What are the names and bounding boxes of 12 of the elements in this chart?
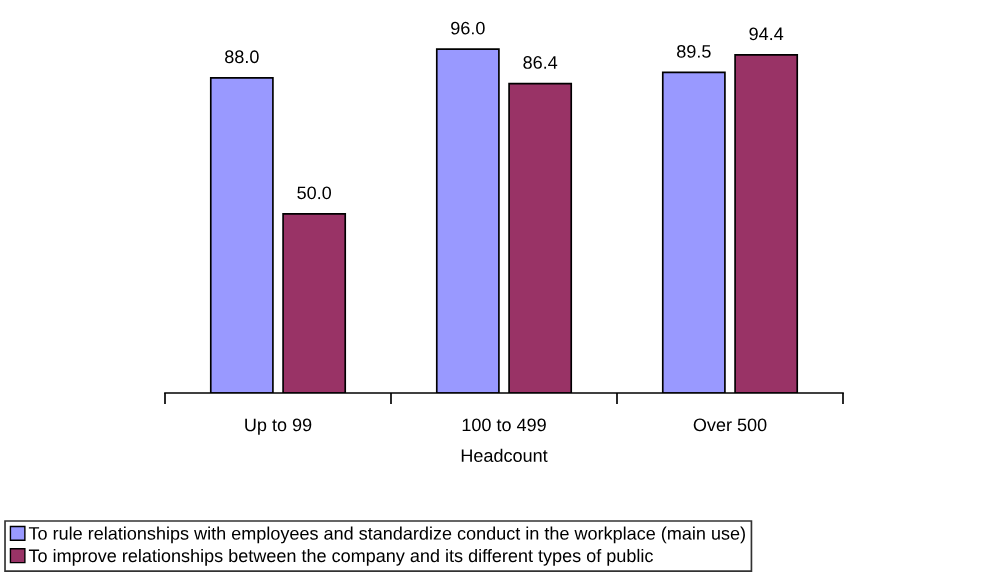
data-label: 86.4 [523, 56, 558, 69]
legend-label: To improve relationships between the company and its different types of public [28, 548, 653, 566]
data-label: 89.5 [677, 44, 711, 58]
data-label: 96.0 [451, 21, 485, 35]
data-label: 50.0 [297, 186, 332, 200]
legend-label: To rule relationships with employees and standardize conduct in the workplace (main use) [28, 526, 745, 544]
data-label: 88.0 [225, 50, 259, 64]
x-axis-title: Headcount [461, 448, 548, 462]
x-tick-label: 100 to 499 [462, 418, 546, 432]
data-label: 94.4 [749, 27, 784, 41]
x-tick-label: Over 500 [693, 418, 767, 432]
x-tick-label: Up to 99 [245, 418, 312, 435]
